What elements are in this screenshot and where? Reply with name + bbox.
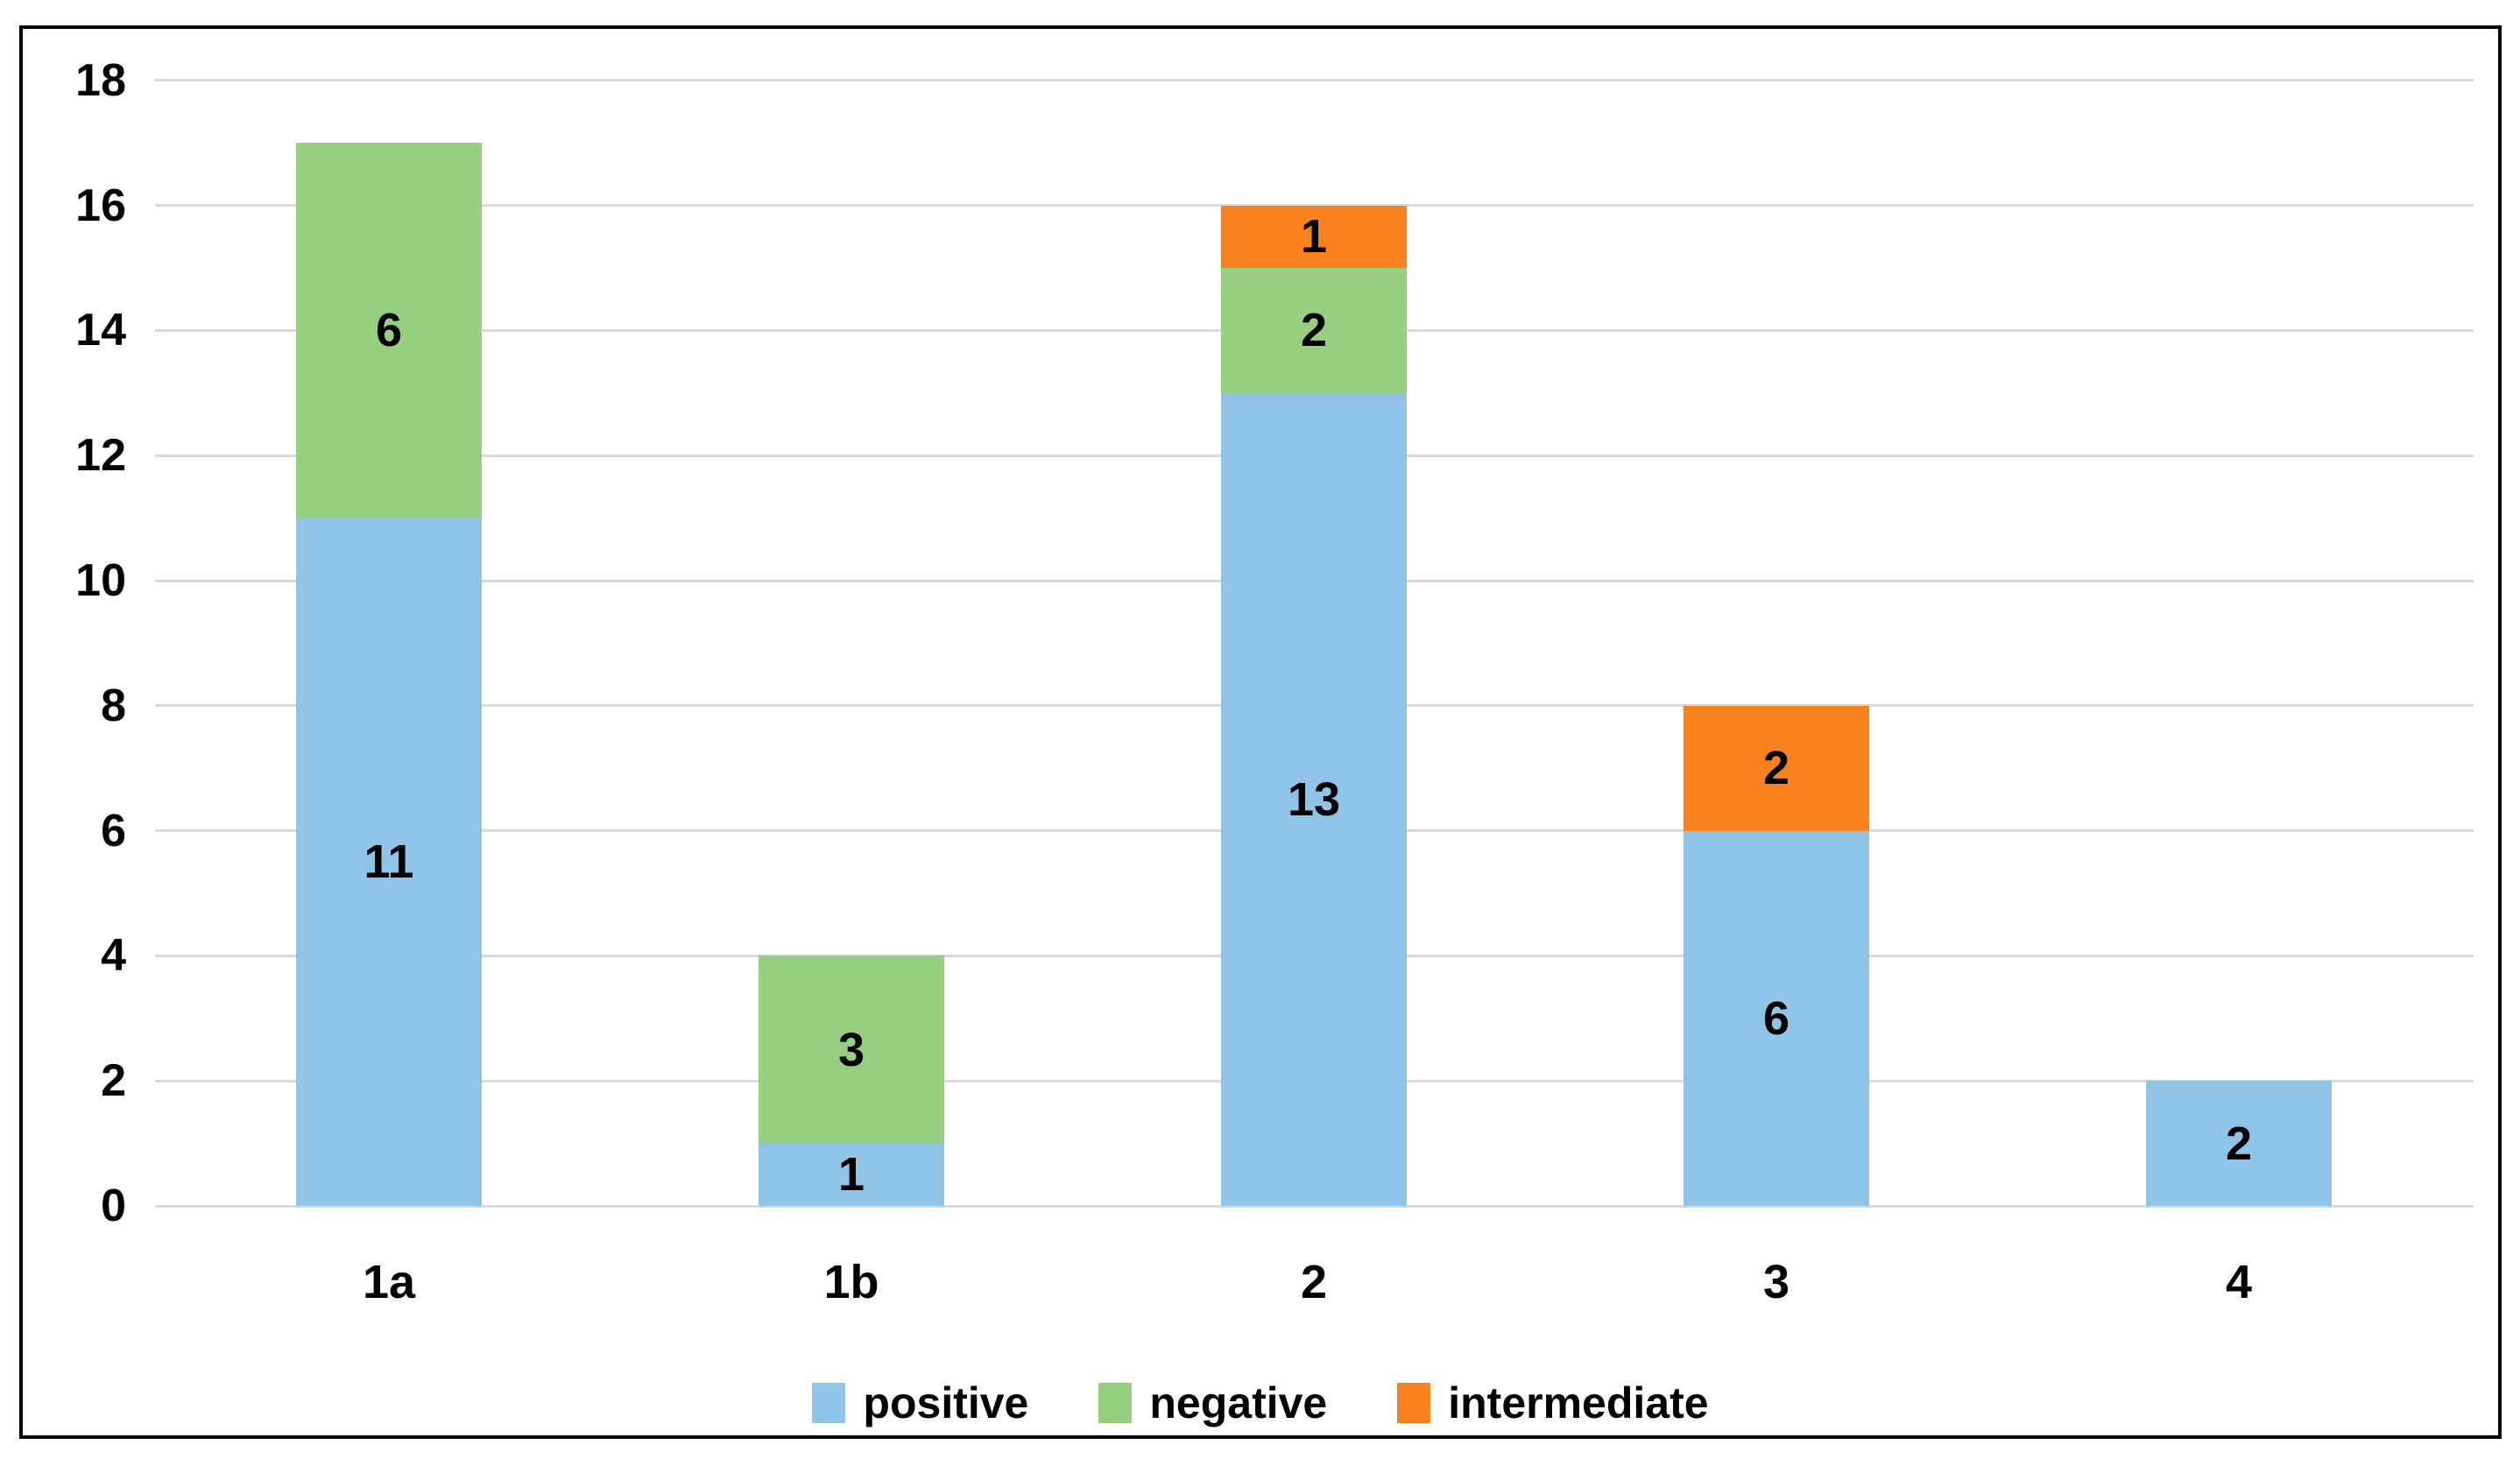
- legend-label-negative: negative: [1149, 1378, 1328, 1427]
- legend-label-positive: positive: [863, 1378, 1029, 1427]
- y-tick-label-8: 8: [101, 680, 126, 731]
- legend-item-positive: positive: [812, 1378, 1028, 1428]
- bar-segment-positive-3: [1684, 830, 1869, 1206]
- bar-segment-negative-1a: [296, 143, 482, 518]
- bar-value-label-positive-2: 13: [1287, 772, 1341, 826]
- bar-segment-positive-2: [1221, 392, 1407, 1206]
- x-axis-label-2: 2: [1300, 1256, 1328, 1308]
- bar-segment-intermediate-2: [1221, 205, 1407, 268]
- y-tick-label-16: 16: [75, 180, 126, 231]
- y-tick-label-10: 10: [75, 555, 126, 606]
- x-axis-label-3: 3: [1762, 1256, 1790, 1308]
- legend-swatch-intermediate: [1397, 1383, 1431, 1423]
- legend-label-intermediate: intermediate: [1448, 1378, 1709, 1427]
- y-tick-label-0: 0: [101, 1181, 126, 1231]
- y-tick-label-18: 18: [75, 54, 126, 106]
- bar-value-label-positive-3: 6: [1762, 991, 1790, 1045]
- y-tick-label-4: 4: [101, 930, 126, 982]
- x-axis-label-1a: 1a: [362, 1256, 416, 1308]
- legend-swatch-positive: [812, 1383, 846, 1423]
- bar-segment-positive-4: [2146, 1081, 2332, 1206]
- bar-value-label-negative-1b: 3: [837, 1023, 865, 1076]
- bar-value-label-negative-2: 2: [1300, 304, 1328, 357]
- legend-item-negative: negative: [1098, 1378, 1327, 1428]
- y-tick-label-6: 6: [101, 805, 126, 856]
- bar-segment-positive-1b: [759, 1143, 944, 1206]
- gridline-y-0: [155, 1204, 2474, 1208]
- bar-segment-intermediate-3: [1684, 705, 1869, 831]
- bar-value-label-negative-1a: 6: [375, 304, 403, 357]
- bar-value-label-intermediate-2: 1: [1300, 210, 1328, 264]
- x-axis-label-1b: 1b: [823, 1256, 879, 1308]
- legend: positive negative intermediate: [23, 1378, 2498, 1428]
- axis-label-layer: 0 2 4 6 8 10 12 14 16 18 1a 1b 2 3 4: [23, 29, 2498, 1435]
- bar-segment-positive-1a: [296, 518, 482, 1206]
- bar-segment-negative-2: [1221, 268, 1407, 393]
- chart-border-frame: 0 2 4 6 8 10 12 14 16 18 1a 1b 2 3 4 11 6 1 3 13 2 1 6 2 2 posi…: [19, 25, 2502, 1439]
- x-axis-label-4: 4: [2225, 1256, 2253, 1308]
- legend-item-intermediate: intermediate: [1397, 1378, 1709, 1428]
- legend-swatch-negative: [1098, 1383, 1133, 1423]
- bar-value-label-positive-1a: 11: [364, 835, 414, 889]
- bar-value-label-positive-1b: 1: [837, 1148, 865, 1202]
- bar-value-label-positive-4: 2: [2225, 1117, 2253, 1170]
- bar-value-label-intermediate-3: 2: [1762, 742, 1790, 795]
- y-tick-label-14: 14: [75, 305, 126, 356]
- bar-segment-negative-1b: [759, 955, 944, 1144]
- y-tick-label-2: 2: [101, 1055, 126, 1107]
- gridline-y-18: [155, 79, 2474, 82]
- bar-layer: 11 6 1 3 13 2 1 6 2 2: [23, 29, 2498, 1435]
- y-tick-label-12: 12: [75, 430, 126, 482]
